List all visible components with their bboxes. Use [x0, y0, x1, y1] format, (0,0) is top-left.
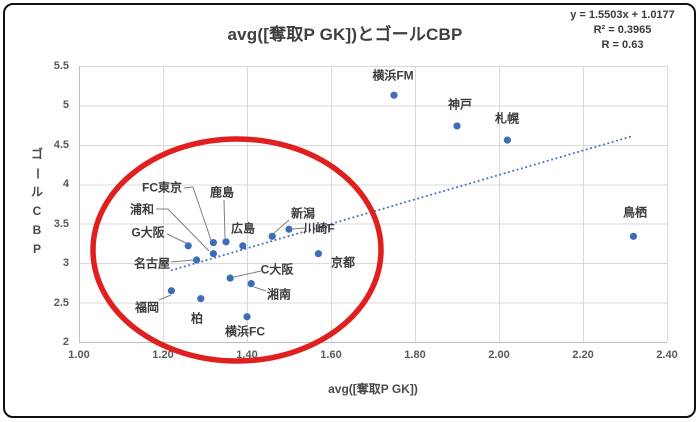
x-tick-label: 1.80	[404, 349, 426, 361]
data-point-label: G大阪	[131, 225, 165, 240]
y-axis-title-char: ル	[30, 185, 43, 199]
data-point-label: C大阪	[260, 262, 294, 277]
y-axis-title-char: B	[32, 223, 42, 237]
equation-line: y = 1.5503x + 1.0177	[570, 9, 675, 21]
y-tick-label: 5.5	[53, 60, 69, 72]
data-point-label: 横浜FM	[372, 68, 414, 83]
r-squared-line: R² = 0.3965	[593, 24, 652, 36]
chart-title: avg([奪取P GK])とゴールCBP	[227, 25, 463, 44]
data-point-label: FC東京	[142, 180, 182, 195]
data-point-label: 広島	[230, 221, 256, 236]
data-point-label: 鳥栖	[622, 205, 648, 220]
data-point	[629, 232, 638, 240]
y-axis-title-char: P	[32, 242, 41, 256]
y-tick-label: 5	[62, 99, 69, 112]
data-point-label: 横浜FC	[225, 324, 265, 339]
data-point-label: 鹿島	[209, 185, 235, 200]
y-tick-label: 2.5	[53, 296, 69, 309]
data-point-label: 浦和	[129, 202, 155, 217]
y-tick-label: 4	[62, 178, 69, 191]
data-point-label: 福岡	[134, 300, 160, 315]
x-tick-label: 1.00	[68, 349, 90, 361]
trendline	[170, 135, 634, 272]
data-point	[503, 136, 511, 144]
data-point-label: 柏	[190, 311, 204, 326]
x-tick-label: 2.40	[656, 349, 678, 361]
data-point-label: 京都	[330, 255, 356, 270]
x-tick-label: 1.40	[236, 349, 258, 361]
x-tick-label: 1.60	[320, 349, 342, 361]
regression-stats: y = 1.5503x + 1.0177 R² = 0.3965 R = 0.6…	[545, 8, 700, 53]
y-axis-title-char: C	[32, 204, 42, 218]
data-point	[390, 91, 398, 99]
y-tick-label: 3	[62, 257, 69, 270]
x-axis-title: avg([奪取P GK])	[328, 382, 418, 396]
x-tick-label: 2.00	[488, 349, 510, 361]
data-point	[453, 122, 461, 130]
x-tick-label: 1.20	[152, 349, 174, 361]
r-line: R = 0.63	[601, 39, 644, 51]
y-tick-label: 4.5	[53, 138, 69, 151]
y-tick-label: 2	[62, 336, 69, 348]
data-point-label: 神戸	[447, 97, 473, 112]
data-point-label: 名古屋	[133, 256, 171, 271]
y-tick-label: 3.5	[53, 217, 69, 230]
data-point-label: 湘南	[266, 287, 292, 302]
data-point-label: 札幌	[494, 111, 520, 126]
data-point-label: 川崎F	[303, 221, 335, 236]
y-axis-title-char: ゴ	[30, 147, 43, 161]
x-tick-label: 2.20	[572, 349, 594, 361]
